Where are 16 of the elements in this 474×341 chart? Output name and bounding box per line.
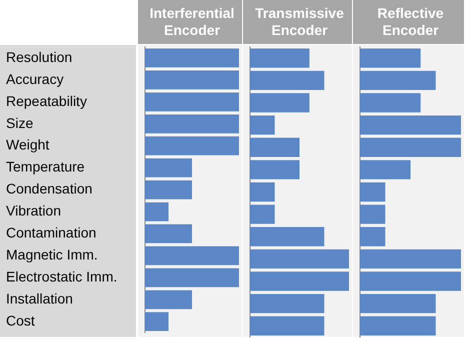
y-tick-label: Repeatability [6, 92, 87, 109]
chart-title: Transmissive Encoder [255, 4, 344, 38]
y-tick-label: Accuracy [6, 70, 64, 87]
y-tick-label: Condensation [6, 180, 92, 197]
y-tick-label: Electrostatic Imm. [6, 268, 118, 285]
y-tick-label: Cost [6, 312, 35, 328]
chart-title: Interferential Encoder [150, 4, 234, 38]
y-tick-label: Magnetic Imm. [6, 246, 98, 263]
y-tick-label: Temperature [6, 158, 85, 175]
y-tick-label: Installation [6, 290, 73, 307]
y-tick-label: Size [6, 114, 34, 131]
y-tick-label: Contamination [6, 224, 96, 241]
y-tick-label: Weight [6, 136, 50, 153]
y-tick-label: Vibration [6, 202, 62, 219]
y-tick-label: Resolution [6, 48, 72, 65]
chart-title: Reflective Encoder [377, 4, 444, 38]
